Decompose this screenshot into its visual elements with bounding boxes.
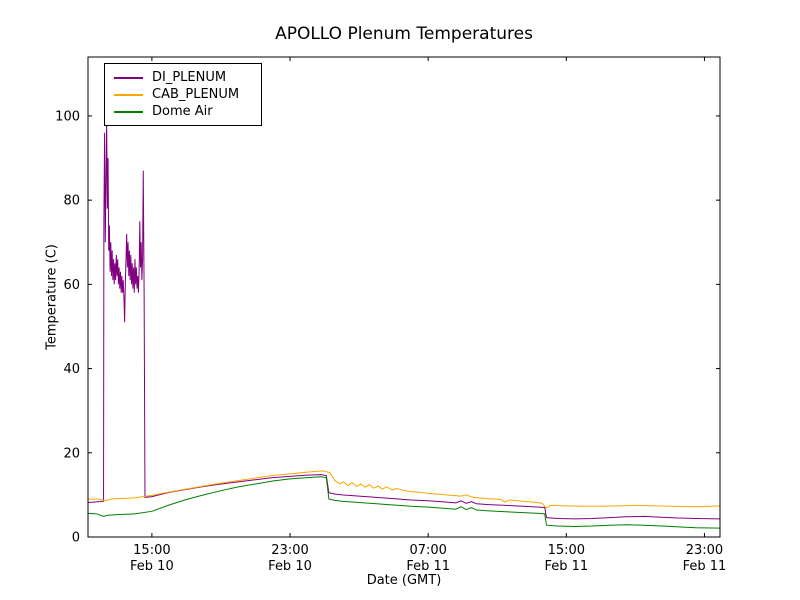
legend-label: Dome Air [152,104,213,119]
y-tick-label: 60 [63,278,80,293]
x-tick-date-label: Feb 10 [130,559,174,574]
chart-title: APOLLO Plenum Temperatures [275,24,533,44]
y-tick-label: 80 [63,194,80,209]
x-tick-label: 07:00 [409,543,446,558]
x-axis-label: Date (GMT) [366,573,442,588]
x-tick-label: 15:00 [548,543,585,558]
x-tick-date-label: Feb 11 [406,559,450,574]
x-tick-date-label: Feb 11 [683,559,727,574]
y-axis-label: Temperature (C) [44,244,60,350]
x-tick-date-label: Feb 10 [268,559,312,574]
legend-item: DI_PLENUM [114,69,239,86]
legend-line-sample [114,93,143,96]
y-tick-label: 40 [63,362,80,377]
legend-label: CAB_PLENUM [152,87,240,102]
series-line-cab-plenum [88,470,720,509]
legend: DI_PLENUM CAB_PLENUM Dome Air [104,63,263,126]
y-tick-label: 20 [63,446,80,461]
legend-label: DI_PLENUM [152,70,227,85]
legend-line-sample [114,110,143,113]
series-line-dome-air [88,476,720,529]
x-tick-label: 15:00 [133,543,170,558]
legend-item: Dome Air [114,103,239,120]
axes-box [87,56,721,538]
x-tick-label: 23:00 [271,543,308,558]
legend-line-sample [114,76,143,79]
y-tick-label: 100 [55,109,80,124]
x-tick-date-label: Feb 11 [544,559,588,574]
series-line-di-plenum [88,120,720,520]
y-tick-label: 0 [72,531,80,546]
legend-item: CAB_PLENUM [114,86,239,103]
x-tick-label: 23:00 [686,543,723,558]
